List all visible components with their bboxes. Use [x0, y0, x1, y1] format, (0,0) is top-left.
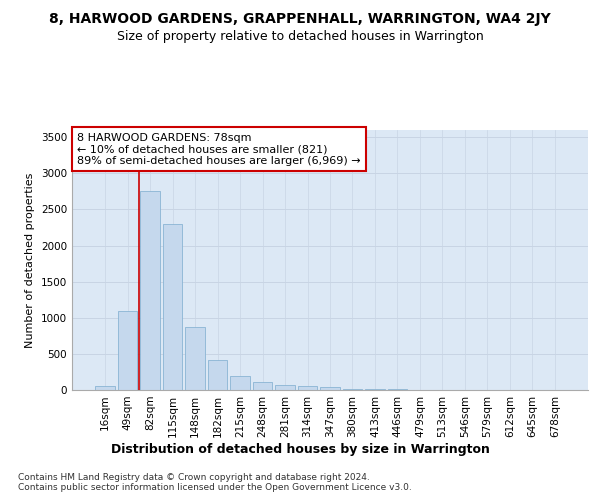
Bar [140, 192, 160, 390]
Bar [298, 386, 317, 390]
Bar [275, 384, 295, 390]
Bar [230, 376, 250, 390]
Bar [95, 386, 115, 390]
Text: 8, HARWOOD GARDENS, GRAPPENHALL, WARRINGTON, WA4 2JY: 8, HARWOOD GARDENS, GRAPPENHALL, WARRING… [49, 12, 551, 26]
Text: 8 HARWOOD GARDENS: 78sqm
← 10% of detached houses are smaller (821)
89% of semi-: 8 HARWOOD GARDENS: 78sqm ← 10% of detach… [77, 132, 361, 166]
Bar [365, 389, 385, 390]
Text: Contains public sector information licensed under the Open Government Licence v3: Contains public sector information licen… [18, 484, 412, 492]
Y-axis label: Number of detached properties: Number of detached properties [25, 172, 35, 348]
Text: Contains HM Land Registry data © Crown copyright and database right 2024.: Contains HM Land Registry data © Crown c… [18, 472, 370, 482]
Bar [343, 388, 362, 390]
Text: Size of property relative to detached houses in Warrington: Size of property relative to detached ho… [116, 30, 484, 43]
Bar [163, 224, 182, 390]
Bar [208, 360, 227, 390]
Bar [118, 310, 137, 390]
Text: Distribution of detached houses by size in Warrington: Distribution of detached houses by size … [110, 442, 490, 456]
Bar [185, 327, 205, 390]
Bar [253, 382, 272, 390]
Bar [320, 388, 340, 390]
